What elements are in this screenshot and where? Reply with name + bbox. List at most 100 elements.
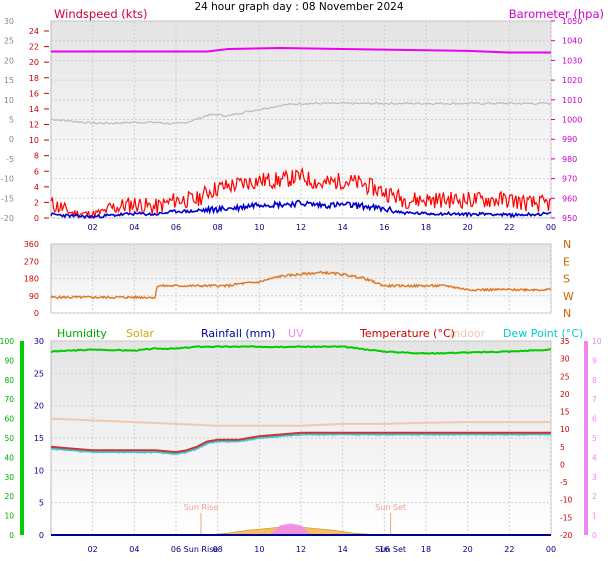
x-tick: 02 — [88, 545, 98, 554]
y-tick-temperature: 30 — [560, 355, 570, 364]
sun-marker-label: Sun Set — [375, 503, 406, 512]
series-temperature — [50, 431, 551, 454]
x-tick: 08 — [213, 545, 223, 554]
series-wind-gust — [50, 166, 552, 220]
x-tick: 14 — [338, 223, 348, 232]
y-tick-humidity: 90 — [4, 356, 14, 365]
x-tick: 06 — [171, 545, 181, 554]
temp-panel-axes: 1009080706050403020100302520151050353025… — [0, 337, 602, 554]
page-title: 24 hour graph day : 08 November 2024 — [194, 1, 403, 13]
y-tick-humidity: 30 — [4, 473, 14, 482]
y-tick-windspeed: 24 — [29, 27, 39, 36]
y-tick-temperature: -5 — [560, 478, 568, 487]
y-tick-uv: 7 — [592, 395, 597, 404]
y-tick-barometer: 980 — [562, 155, 577, 164]
y-tick-humidity: 10 — [4, 512, 14, 521]
y-tick-direction: 180 — [24, 275, 39, 284]
y-tick-humidity: 100 — [0, 337, 14, 346]
y-tick-uv: 2 — [592, 492, 597, 501]
y-tick-windspeed: 8 — [34, 152, 39, 161]
temp-panel-series — [50, 345, 552, 536]
y-tick-rainfall: 5 — [39, 499, 44, 508]
y-tick-barometer: 1020 — [562, 76, 582, 85]
y-tick-direction: 90 — [29, 292, 39, 301]
y-tick-outer: 10 — [4, 96, 14, 105]
series-grey-temperature — [51, 101, 552, 125]
legend-item: Dew Point (°C) — [503, 327, 583, 340]
y-tick-uv: 9 — [592, 356, 597, 365]
legend-item: Temperature (°C) — [359, 327, 455, 340]
y-tick-barometer: 950 — [562, 214, 577, 223]
y-tick-windspeed: 18 — [29, 74, 39, 83]
y-tick-humidity: 50 — [4, 434, 14, 443]
y-compass-label: E — [563, 255, 570, 268]
wind-panel-series — [50, 46, 552, 220]
y-tick-outer: 15 — [4, 76, 14, 85]
y-tick-outer: -15 — [1, 194, 14, 203]
y-tick-temperature: 20 — [560, 390, 570, 399]
series-dewpoint — [50, 433, 551, 455]
y-tick-barometer: 960 — [562, 194, 577, 203]
y-tick-outer: 0 — [9, 135, 14, 144]
y-tick-uv: 8 — [592, 376, 597, 385]
y-tick-outer: -20 — [1, 214, 14, 223]
y-tick-windspeed: 20 — [29, 58, 39, 67]
y-tick-rainfall: 30 — [34, 337, 44, 346]
y-tick-temperature: -20 — [560, 531, 572, 540]
x-tick: 02 — [88, 223, 98, 232]
y-tick-windspeed: 2 — [34, 198, 39, 207]
x-tick: 00 — [546, 223, 556, 232]
y-tick-temperature: 25 — [560, 372, 570, 381]
y-tick-uv: 6 — [592, 415, 597, 424]
wind-panel-grid — [51, 20, 552, 219]
y-tick-temperature: -10 — [560, 496, 572, 505]
y-tick-uv: 3 — [592, 473, 597, 482]
x-tick: 16 — [379, 545, 389, 554]
y-tick-humidity: 20 — [4, 492, 14, 501]
sun-marker-axis-label: Sun Rise — [184, 545, 219, 554]
y-compass-label: W — [563, 290, 574, 303]
sun-marker-axis-label: Sun Set — [375, 545, 406, 554]
x-tick: 00 — [546, 545, 556, 554]
y-tick-uv: 1 — [592, 512, 597, 521]
y-tick-windspeed: 22 — [29, 43, 39, 52]
legend-item: Solar — [126, 327, 155, 340]
x-tick: 18 — [421, 223, 431, 232]
y-tick-uv: 0 — [592, 531, 597, 540]
y-tick-temperature: 35 — [560, 337, 570, 346]
y-tick-windspeed: 4 — [34, 183, 39, 192]
y-tick-rainfall: 15 — [34, 434, 44, 443]
y-tick-outer: 30 — [4, 17, 14, 26]
y-tick-barometer: 990 — [562, 135, 577, 144]
x-tick: 06 — [171, 223, 181, 232]
y-tick-rainfall: 25 — [34, 369, 44, 378]
direction-panel-series — [50, 270, 552, 300]
y-tick-temperature: 15 — [560, 408, 570, 417]
y-tick-outer: 20 — [4, 56, 14, 65]
y-tick-direction: 360 — [24, 240, 39, 249]
series-indoor — [50, 417, 551, 427]
x-tick: 12 — [296, 545, 306, 554]
x-tick: 20 — [463, 223, 473, 232]
y-tick-windspeed: 14 — [29, 105, 39, 114]
x-tick: 10 — [254, 223, 264, 232]
legend-item: UV — [288, 327, 304, 340]
y-tick-temperature: -15 — [560, 513, 572, 522]
y-compass-label: N — [563, 307, 571, 320]
x-tick: 22 — [504, 545, 514, 554]
x-tick: 08 — [213, 223, 223, 232]
x-tick: 10 — [254, 545, 264, 554]
y-tick-outer: -10 — [1, 175, 14, 184]
y-tick-barometer: 1000 — [562, 116, 582, 125]
y-tick-humidity: 40 — [4, 453, 14, 462]
y-tick-direction: 0 — [34, 309, 39, 318]
y-tick-rainfall: 10 — [34, 466, 44, 475]
y-tick-windspeed: 10 — [29, 136, 39, 145]
legend-item: Rainfall (mm) — [201, 327, 275, 340]
series-wind-direction — [50, 270, 552, 300]
y-tick-windspeed: 6 — [34, 167, 39, 176]
y-tick-barometer: 1030 — [562, 56, 582, 65]
x-tick: 12 — [296, 223, 306, 232]
